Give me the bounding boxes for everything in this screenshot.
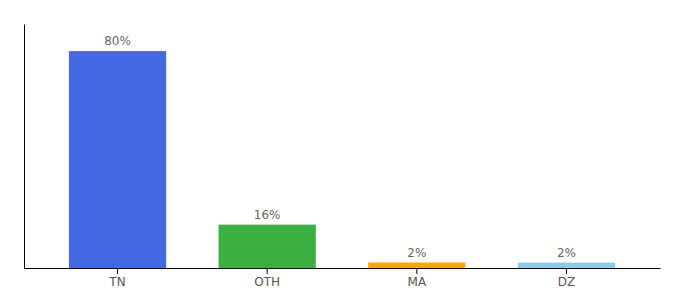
bar bbox=[219, 225, 316, 268]
y-axis bbox=[24, 25, 25, 269]
x-tick-label: DZ bbox=[558, 275, 575, 289]
data-label: 80% bbox=[104, 34, 131, 48]
bar bbox=[368, 263, 465, 268]
x-tick-label: MA bbox=[408, 275, 427, 289]
chart-container: 80% 16% 2% 2% TN OTH MA DZ bbox=[0, 0, 680, 300]
data-label: 2% bbox=[407, 246, 426, 260]
plot-area: 80% 16% 2% 2% TN OTH MA DZ bbox=[25, 25, 661, 289]
x-tick: OTH bbox=[254, 268, 280, 289]
x-tick: MA bbox=[408, 268, 427, 289]
x-tick-label: TN bbox=[108, 275, 125, 289]
bar bbox=[518, 263, 615, 268]
data-labels: 80% 16% 2% 2% bbox=[104, 34, 576, 259]
chart-svg: 80% 16% 2% 2% TN OTH MA DZ bbox=[0, 0, 680, 300]
data-label: 2% bbox=[557, 246, 576, 260]
data-label: 16% bbox=[254, 208, 281, 222]
bars bbox=[69, 51, 615, 268]
x-tick: TN bbox=[108, 268, 125, 289]
x-tick-mark bbox=[117, 268, 118, 274]
x-tick: DZ bbox=[558, 268, 575, 289]
x-tick-label: OTH bbox=[254, 275, 280, 289]
x-tick-mark bbox=[566, 268, 567, 274]
bar bbox=[69, 51, 166, 268]
x-tick-mark bbox=[267, 268, 268, 274]
x-axis: TN OTH MA DZ bbox=[25, 268, 661, 289]
x-axis-line bbox=[25, 268, 661, 269]
y-axis-line bbox=[24, 25, 25, 269]
x-tick-mark bbox=[416, 268, 417, 274]
